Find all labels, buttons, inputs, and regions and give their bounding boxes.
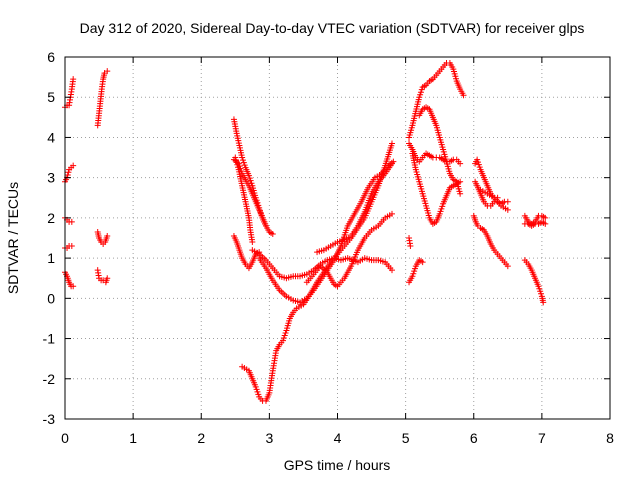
data-point-marker [239, 157, 246, 164]
x-tick-label: 1 [129, 430, 137, 446]
data-point-marker [419, 259, 426, 266]
data-point-marker [540, 299, 547, 306]
data-point-marker [104, 68, 111, 75]
x-tick-label: 0 [61, 430, 69, 446]
y-axis-label: SDTVAR / TECUs [5, 182, 21, 294]
data-point-marker [475, 161, 482, 168]
data-point-marker [407, 243, 414, 250]
x-axis-label: GPS time / hours [284, 457, 391, 473]
data-point-marker [438, 205, 445, 212]
data-point-marker [535, 283, 542, 290]
data-point-marker [439, 203, 446, 210]
data-point-marker [411, 268, 418, 275]
data-point-marker [70, 283, 77, 290]
data-point-marker [281, 332, 288, 339]
data-point-marker [252, 383, 259, 390]
data-point-marker [280, 337, 286, 344]
axis-ticks [64, 56, 611, 420]
grid-lines [65, 57, 610, 419]
y-tick-label: 1 [47, 250, 55, 266]
y-tick-label: -3 [43, 411, 56, 427]
data-point-marker [474, 156, 481, 163]
data-point-marker [504, 263, 511, 270]
data-point-marker [389, 140, 395, 147]
data-point-marker [254, 388, 261, 395]
y-tick-label: -2 [43, 371, 56, 387]
data-point-marker [104, 275, 111, 282]
data-point-marker [64, 171, 71, 178]
data-point-marker [437, 208, 444, 215]
data-point-marker [417, 91, 424, 98]
chart-title: Day 312 of 2020, Sidereal Day-to-day VTE… [80, 20, 585, 36]
data-point-marker [416, 94, 423, 101]
y-tick-label: -1 [43, 331, 56, 347]
data-point-marker [417, 89, 424, 96]
data-point-marker [542, 214, 549, 221]
data-point-marker [457, 160, 464, 167]
y-tick-label: 0 [47, 290, 55, 306]
data-point-marker [253, 386, 260, 393]
data-point-marker [542, 220, 549, 227]
data-point-marker [389, 210, 395, 217]
y-tick-label: 2 [47, 210, 55, 226]
x-tick-label: 4 [334, 430, 342, 446]
data-point-marker [411, 265, 418, 272]
x-tick-label: 5 [402, 430, 410, 446]
data-point-marker [249, 239, 256, 246]
data-point-marker [246, 175, 253, 182]
data-point-marker [245, 172, 252, 179]
data-point-marker [538, 290, 545, 297]
data-point-marker [247, 177, 254, 184]
data-point-marker [536, 285, 543, 292]
data-point-marker [65, 169, 72, 176]
data-point-marker [504, 206, 511, 213]
y-tick-label: 6 [47, 49, 55, 65]
data-point-marker [409, 273, 416, 280]
y-tick-label: 5 [47, 89, 55, 105]
data-point-marker [389, 160, 395, 167]
data-point-marker [504, 198, 511, 205]
data-point-marker [70, 162, 77, 169]
y-tick-label: 4 [47, 129, 55, 145]
data-point-marker [104, 232, 111, 239]
data-point-marker [241, 162, 248, 169]
data-point-marker [457, 190, 464, 197]
y-axis-tick-labels: -3 -2 -1 0 1 2 3 4 5 6 [43, 49, 56, 427]
data-point-marker [269, 230, 276, 237]
data-point-marker [460, 92, 467, 99]
x-tick-label: 7 [538, 430, 546, 446]
data-point-marker [475, 159, 482, 166]
data-point-marker [240, 159, 247, 166]
data-point-marker [248, 180, 255, 187]
x-tick-label: 8 [606, 430, 614, 446]
data-point-marker [418, 86, 425, 93]
data-point-marker [262, 222, 269, 229]
data-point-marker [537, 288, 544, 295]
data-point-marker [255, 391, 262, 398]
data-point-marker [239, 154, 246, 161]
x-tick-label: 3 [265, 430, 273, 446]
data-points [62, 60, 549, 404]
data-point-marker [280, 335, 287, 342]
data-point-marker [282, 330, 289, 337]
y-tick-label: 3 [47, 170, 55, 186]
data-point-marker [68, 243, 75, 250]
data-point-marker [70, 76, 77, 83]
x-tick-label: 2 [197, 430, 205, 446]
data-point-marker [389, 267, 395, 274]
x-tick-label: 6 [470, 430, 478, 446]
data-point-marker [410, 270, 417, 277]
data-point-marker [436, 210, 443, 217]
data-point-marker [68, 218, 75, 225]
x-axis-tick-labels: 0 1 2 3 4 5 6 7 8 [61, 430, 614, 446]
data-point-marker [476, 164, 483, 171]
